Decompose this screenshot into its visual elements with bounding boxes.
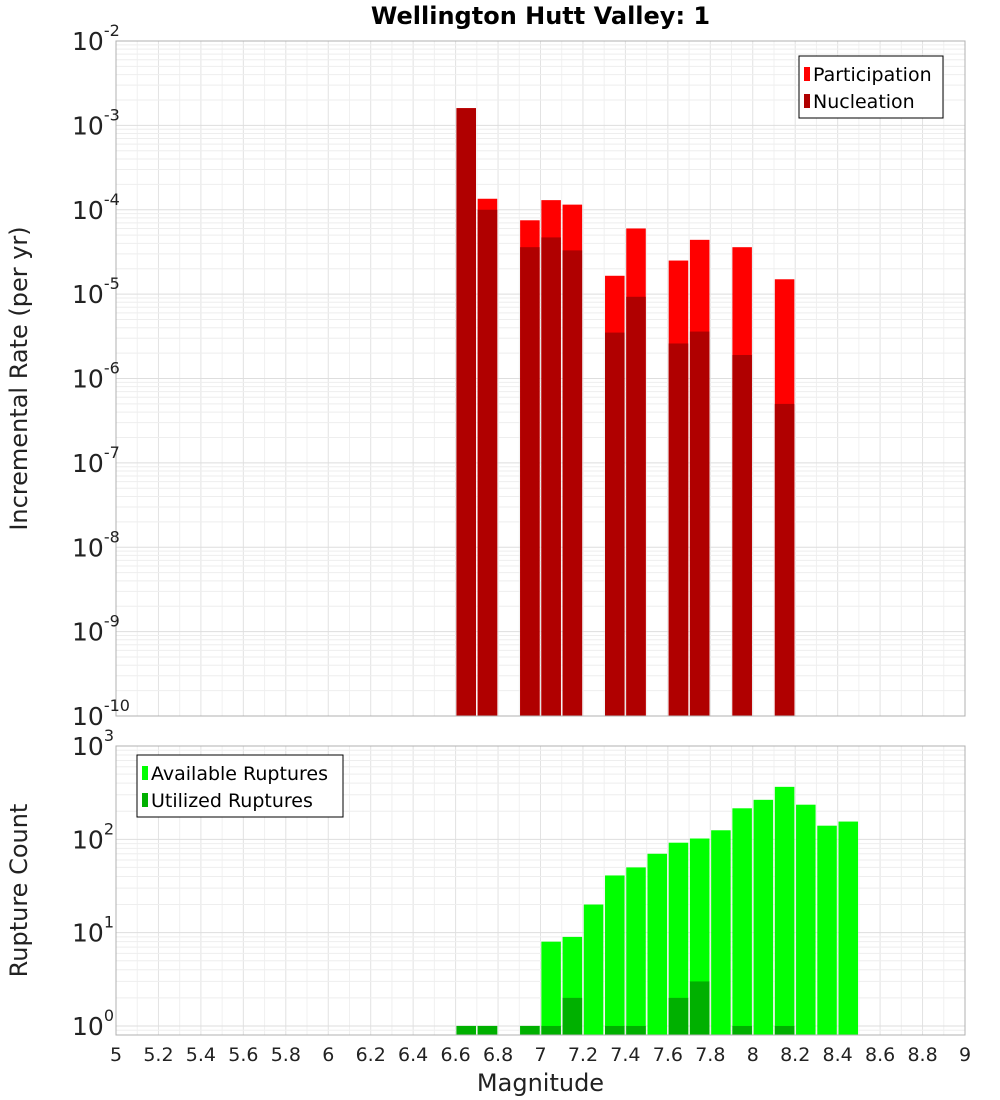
x-tick-label: 8.2 [780,1044,810,1066]
legend-swatch [804,94,810,108]
bar-nucleation [668,343,689,716]
bar-utilized-ruptures [732,1025,752,1035]
legend-swatch [804,67,810,81]
bar-utilized-ruptures [668,997,689,1035]
x-tick-label: 9 [959,1044,971,1066]
chart-title: Wellington Hutt Valley: 1 [371,2,710,30]
bar-nucleation [520,247,540,716]
y-axis-label: Incremental Rate (per yr) [5,226,33,530]
x-tick-label: 5.8 [271,1044,301,1066]
x-tick-label: 5.6 [228,1044,258,1066]
legend-swatch [142,793,148,807]
y-tick-label: 100 [72,1006,114,1041]
x-tick-label: 5.2 [143,1044,173,1066]
y-tick-labels: 10-10 10-9 10-8 10-7 10-6 10-5 10-4 10-3 10-2 [72,21,130,731]
x-tick-label: 6.2 [356,1044,386,1066]
bar-utilized-ruptures [477,1025,498,1035]
x-tick-label: 8.4 [823,1044,853,1066]
legend-box [136,754,344,818]
series-utilized-ruptures [456,981,795,1035]
legend-swatch [142,766,148,780]
bar-utilized-ruptures [605,1025,625,1035]
bar-available-ruptures [753,799,774,1035]
legend-label: Participation [813,64,932,86]
legend: Available Ruptures Utilized Ruptures [136,754,344,818]
y-tick-label: 10-4 [72,190,120,225]
y-tick-label: 10-3 [72,105,120,140]
y-tick-label: 103 [72,726,114,761]
y-tick-label: 102 [72,819,114,854]
y-tick-label: 10-10 [72,696,130,731]
bar-available-ruptures [732,808,752,1035]
x-tick-label: 6.6 [440,1044,470,1066]
bar-available-ruptures [817,825,837,1035]
bar-nucleation [605,332,625,716]
series-available-ruptures [456,786,859,1035]
x-tick-label: 6 [322,1044,334,1066]
x-tick-label: 8.6 [865,1044,895,1066]
bar-utilized-ruptures [626,1025,646,1035]
y-axis-label: Rupture Count [5,804,33,978]
x-tick-label: 7.6 [653,1044,683,1066]
x-tick-labels: 5 5.2 5.4 5.6 5.8 6 6.2 6.4 6.6 6.8 7 7.2 7.4 7.6 7.8 8… [110,1044,971,1066]
legend-box [798,55,944,119]
bar-available-ruptures [711,830,731,1035]
bar-nucleation [541,237,561,716]
bar-available-ruptures [583,904,604,1035]
bar-nucleation [477,209,498,716]
y-tick-label: 101 [72,913,114,948]
bar-utilized-ruptures [520,1025,540,1035]
y-tick-label: 10-9 [72,612,120,647]
legend: Participation Nucleation [798,55,944,119]
bar-available-ruptures [774,786,795,1035]
series-nucleation [456,108,795,717]
legend-label: Nucleation [813,91,915,113]
legend-label: Utilized Ruptures [151,790,313,812]
y-tick-label: 10-2 [72,21,120,56]
y-tick-label: 10-7 [72,443,120,478]
x-tick-label: 7.4 [610,1044,640,1066]
y-tick-label: 10-8 [72,527,120,562]
plot-frame [115,40,966,717]
bar-utilized-ruptures [689,981,710,1035]
y-tick-labels: 100 101 102 103 [72,726,114,1041]
x-tick-label: 7 [534,1044,546,1066]
x-tick-label: 8 [747,1044,759,1066]
x-tick-label: 6.8 [483,1044,513,1066]
bar-nucleation [562,250,583,717]
x-axis-label: Magnitude [477,1069,604,1097]
y-tick-label: 10-6 [72,359,120,394]
bar-utilized-ruptures [456,1025,476,1035]
x-tick-label: 7.8 [695,1044,725,1066]
x-tick-label: 5.4 [186,1044,216,1066]
grid [115,40,966,717]
bar-available-ruptures [626,867,646,1035]
bar-available-ruptures [647,853,668,1035]
bar-available-ruptures [668,842,689,1035]
bar-available-ruptures [838,821,859,1035]
bar-available-ruptures [541,941,561,1035]
plot-frame [115,745,966,1036]
x-tick-label: 8.8 [907,1044,937,1066]
bar-utilized-ruptures [562,997,583,1035]
x-tick-label: 5 [110,1044,122,1066]
bar-utilized-ruptures [774,1025,795,1035]
x-tick-label: 6.4 [398,1044,428,1066]
bar-nucleation [456,108,476,717]
bar-nucleation [626,296,646,716]
bar-nucleation [774,403,795,716]
bar-available-ruptures [796,804,816,1035]
panel-1: 10-10 10-9 10-8 10-7 10-6 10-5 10-4 10-3 10-2 Inc… [5,2,966,731]
y-tick-label: 10-5 [72,274,120,309]
bar-utilized-ruptures [541,1025,561,1035]
x-tick-label: 7.2 [568,1044,598,1066]
bar-nucleation [732,354,752,716]
bar-nucleation [689,331,710,716]
bar-available-ruptures [605,875,625,1035]
legend-label: Available Ruptures [151,763,328,785]
